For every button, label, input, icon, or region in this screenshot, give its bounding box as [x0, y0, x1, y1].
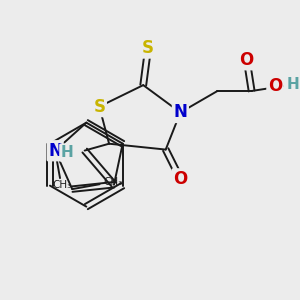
Text: O: O [173, 170, 188, 188]
Text: S: S [93, 98, 105, 116]
Text: CH₃: CH₃ [52, 180, 72, 190]
Text: O: O [240, 51, 254, 69]
Text: N: N [173, 103, 187, 122]
Text: N: N [48, 142, 62, 160]
Text: H: H [286, 77, 299, 92]
Text: S: S [142, 39, 154, 57]
Text: CH₃: CH₃ [103, 177, 123, 187]
Text: H: H [61, 145, 74, 160]
Text: O: O [268, 77, 282, 95]
